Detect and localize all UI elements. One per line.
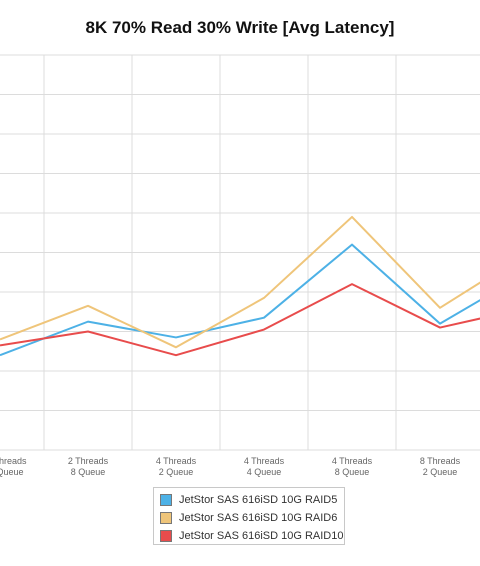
x-tick-label: 2 Queue	[423, 467, 458, 477]
x-tick-label: 4 Queue	[247, 467, 282, 477]
series-lines	[0, 215, 480, 357]
x-tick-label: Threads	[0, 456, 27, 466]
x-tick-label: 4 Threads	[156, 456, 197, 466]
x-tick-label: Queue	[0, 467, 24, 477]
legend-swatch-raid10	[160, 530, 172, 542]
x-tick-label: 4 Threads	[244, 456, 285, 466]
legend-label-raid5: JetStor SAS 616iSD 10G RAID5	[179, 494, 338, 506]
series-line-0	[0, 243, 480, 357]
chart-title: 8K 70% Read 30% Write [Avg Latency]	[85, 18, 395, 37]
legend-swatch-raid5	[160, 494, 172, 506]
x-tick-label: 8 Threads	[420, 456, 461, 466]
x-tick-label: 8 Queue	[71, 467, 106, 477]
legend-label-raid10: JetStor SAS 616iSD 10G RAID10	[179, 530, 344, 542]
legend: JetStor SAS 616iSD 10G RAID5 JetStor SAS…	[153, 487, 345, 545]
legend-label-raid6: JetStor SAS 616iSD 10G RAID6	[179, 512, 338, 524]
x-tick-label: 4 Threads	[332, 456, 373, 466]
legend-item-raid5[interactable]: JetStor SAS 616iSD 10G RAID5	[160, 491, 344, 509]
series-line-1	[0, 215, 480, 349]
grid	[0, 54, 480, 451]
x-tick-label: 2 Queue	[159, 467, 194, 477]
x-tick-label: 8 Queue	[335, 467, 370, 477]
legend-item-raid10[interactable]: JetStor SAS 616iSD 10G RAID10	[160, 527, 344, 545]
series-line-2	[0, 283, 480, 357]
legend-item-raid6[interactable]: JetStor SAS 616iSD 10G RAID6	[160, 509, 344, 527]
x-tick-label: 2 Threads	[68, 456, 109, 466]
legend-swatch-raid6	[160, 512, 172, 524]
